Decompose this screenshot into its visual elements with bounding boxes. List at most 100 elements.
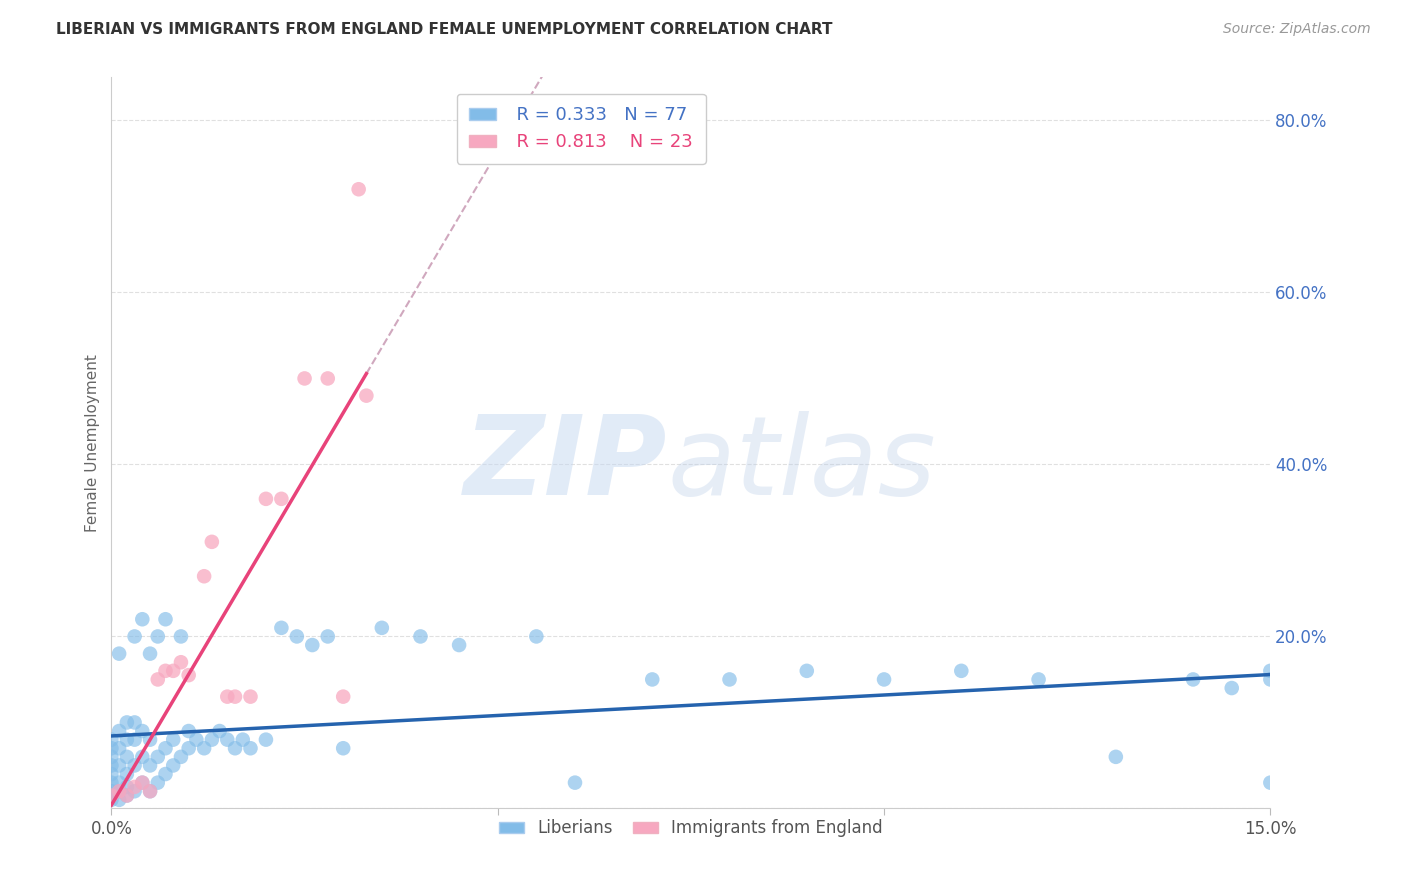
Point: [177, 668, 200, 682]
Point: [155, 664, 177, 678]
Y-axis label: Female Unemployment: Female Unemployment: [86, 354, 100, 532]
Point: [217, 690, 239, 704]
Point: [301, 638, 323, 652]
Point: [254, 732, 277, 747]
Point: [1260, 664, 1282, 678]
Point: [162, 732, 184, 747]
Point: [409, 630, 432, 644]
Point: [950, 664, 973, 678]
Point: [131, 775, 153, 789]
Point: [100, 741, 122, 756]
Legend: Liberians, Immigrants from England: Liberians, Immigrants from England: [492, 813, 890, 844]
Point: [356, 389, 378, 403]
Point: [186, 732, 208, 747]
Point: [232, 732, 254, 747]
Point: [100, 789, 122, 803]
Text: atlas: atlas: [668, 411, 936, 518]
Point: [108, 724, 131, 739]
Point: [1220, 681, 1243, 695]
Point: [100, 784, 122, 798]
Point: [193, 569, 215, 583]
Point: [108, 775, 131, 789]
Point: [146, 775, 169, 789]
Point: [131, 724, 153, 739]
Point: [316, 630, 339, 644]
Point: [108, 784, 131, 798]
Point: [131, 749, 153, 764]
Point: [139, 784, 162, 798]
Point: [641, 673, 664, 687]
Point: [146, 673, 169, 687]
Point: [201, 732, 224, 747]
Point: [115, 749, 138, 764]
Point: [108, 758, 131, 772]
Point: [224, 741, 246, 756]
Point: [139, 732, 162, 747]
Text: Source: ZipAtlas.com: Source: ZipAtlas.com: [1223, 22, 1371, 37]
Point: [100, 758, 122, 772]
Point: [131, 612, 153, 626]
Point: [170, 749, 193, 764]
Point: [217, 732, 239, 747]
Point: [524, 630, 547, 644]
Point: [100, 775, 122, 789]
Point: [108, 784, 131, 798]
Point: [108, 741, 131, 756]
Point: [239, 690, 262, 704]
Point: [1260, 673, 1282, 687]
Point: [124, 784, 146, 798]
Point: [100, 749, 122, 764]
Point: [108, 647, 131, 661]
Text: ZIP: ZIP: [464, 411, 668, 518]
Point: [155, 767, 177, 781]
Point: [294, 371, 316, 385]
Point: [115, 789, 138, 803]
Point: [100, 767, 122, 781]
Point: [285, 630, 308, 644]
Point: [1028, 673, 1050, 687]
Text: LIBERIAN VS IMMIGRANTS FROM ENGLAND FEMALE UNEMPLOYMENT CORRELATION CHART: LIBERIAN VS IMMIGRANTS FROM ENGLAND FEMA…: [56, 22, 832, 37]
Point: [115, 732, 138, 747]
Point: [146, 749, 169, 764]
Point: [208, 724, 231, 739]
Point: [162, 664, 184, 678]
Point: [170, 655, 193, 669]
Point: [796, 664, 818, 678]
Point: [332, 741, 354, 756]
Point: [1105, 749, 1128, 764]
Point: [224, 690, 246, 704]
Point: [254, 491, 277, 506]
Point: [115, 780, 138, 794]
Point: [115, 767, 138, 781]
Point: [139, 647, 162, 661]
Point: [1182, 673, 1205, 687]
Point: [371, 621, 394, 635]
Point: [239, 741, 262, 756]
Point: [201, 534, 224, 549]
Point: [316, 371, 339, 385]
Point: [108, 793, 131, 807]
Point: [162, 758, 184, 772]
Point: [139, 758, 162, 772]
Point: [193, 741, 215, 756]
Point: [155, 612, 177, 626]
Point: [124, 780, 146, 794]
Point: [124, 732, 146, 747]
Point: [131, 775, 153, 789]
Point: [1260, 775, 1282, 789]
Point: [332, 690, 354, 704]
Point: [146, 630, 169, 644]
Point: [100, 793, 122, 807]
Point: [873, 673, 896, 687]
Point: [718, 673, 741, 687]
Point: [347, 182, 370, 196]
Point: [177, 724, 200, 739]
Point: [139, 784, 162, 798]
Point: [564, 775, 586, 789]
Point: [177, 741, 200, 756]
Point: [115, 789, 138, 803]
Point: [155, 741, 177, 756]
Point: [124, 715, 146, 730]
Point: [270, 491, 292, 506]
Point: [170, 630, 193, 644]
